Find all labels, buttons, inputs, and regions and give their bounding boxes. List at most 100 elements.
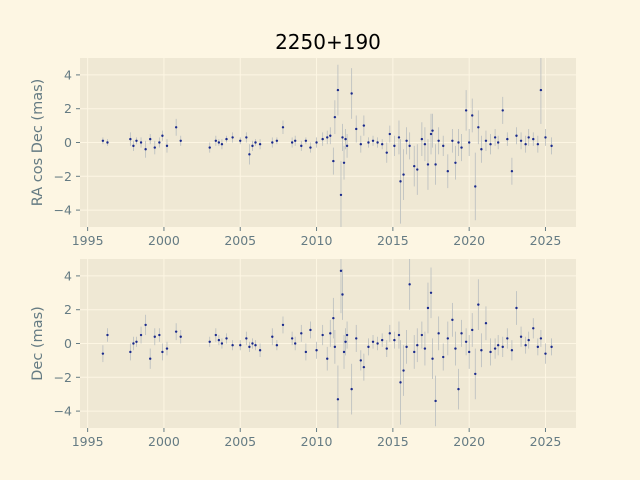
dec-data-point [350,387,353,391]
dec-data-point [208,340,211,344]
dec-data-point [239,343,242,347]
ra-data-point [239,139,242,143]
dec-data-point [304,350,308,354]
dec-ytick-label: −4 [54,404,72,419]
ra-data-point [101,139,105,143]
dec-data-point [248,345,251,349]
dec-data-point [339,269,343,273]
ra-data-point [408,144,411,148]
ra-data-point [293,139,297,143]
dec-data-point [496,343,500,347]
dec-data-point [454,347,457,350]
dec-data-point [544,352,547,355]
dec-data-point [524,343,527,347]
ra-data-point [527,136,530,139]
ra-data-point [489,142,492,146]
dec-data-point [326,357,329,360]
ra-data-point [539,88,543,92]
ra-data-point [402,173,405,176]
ra-data-point [344,137,347,141]
ra-data-point [371,139,375,143]
ra-data-point [532,137,535,141]
dec-data-point [464,340,468,344]
dec-data-point [271,335,274,338]
dec-xtick-label: 1995 [72,434,104,449]
ra-data-point [397,136,401,139]
dec-data-point [174,330,178,333]
dec-data-point [293,342,297,345]
ra-data-point [416,168,419,171]
dec-data-point [536,345,540,349]
ra-data-point [451,139,454,143]
ra-data-point [464,109,468,112]
dec-data-point [550,345,553,349]
dec-data-point [471,328,474,332]
ra-data-point [431,129,434,132]
dec-data-point [315,349,318,352]
ra-data-point [144,148,147,151]
ra-data-point [420,137,424,141]
ra-xtick-label: 2000 [148,233,180,248]
dec-data-point [135,340,138,344]
ra-xtick-label: 2015 [377,233,409,248]
ra-data-point [220,142,224,146]
dec-ytick-label: −2 [54,370,72,385]
dec-data-point [380,338,384,342]
ra-data-point [442,144,445,148]
ra-data-point [524,142,527,146]
ra-data-point [536,142,540,146]
ra-data-point [245,136,248,139]
ra-data-point [429,132,433,136]
dec-data-point [332,316,335,320]
dec-data-point [161,350,164,354]
dec-data-point [300,332,303,335]
ra-data-point [474,185,477,188]
ra-data-point [254,141,257,144]
ra-data-point [471,114,474,117]
dec-data-point [321,333,324,337]
dec-data-point [355,337,358,340]
dec-data-point [480,349,483,352]
dec-data-point [442,355,445,359]
ra-data-point [345,144,349,148]
ra-data-point [281,126,285,129]
ra-data-point [309,146,312,149]
ra-data-point [225,137,228,141]
ra-ytick-label: −4 [54,203,72,218]
ra-data-point [467,141,471,144]
ra-data-point [339,193,343,197]
ra-data-point [271,141,274,144]
ra-data-point [376,141,379,144]
ra-data-point [454,161,457,164]
ra-data-point [388,132,392,136]
dec-data-point [101,352,105,355]
ra-data-point [275,139,279,143]
dec-data-point [179,335,182,338]
dec-ytick-label: 2 [64,302,72,317]
ra-data-point [248,153,251,156]
dec-ylabel: Dec (mas) [30,306,46,381]
ra-data-point [380,142,384,146]
dec-data-point [371,340,375,344]
dec-data-point [362,365,366,369]
dec-xtick-label: 2020 [453,434,485,449]
dec-data-point [474,372,477,376]
ra-data-point [333,115,337,119]
ra-data-point [135,139,138,143]
dec-data-point [515,306,518,310]
ra-data-point [437,139,440,143]
ra-data-point [423,142,427,146]
dec-data-point [397,333,401,337]
dec-data-point [385,347,388,350]
ra-data-point [149,137,152,141]
ra-data-point [405,139,408,143]
ra-data-point [385,151,388,154]
ra-data-point [304,139,308,143]
dec-data-point [493,347,497,350]
ra-data-point [106,141,109,144]
dec-data-point [429,291,433,294]
dec-data-point [106,333,109,337]
ra-data-point [329,134,332,137]
ra-data-point [367,141,370,144]
